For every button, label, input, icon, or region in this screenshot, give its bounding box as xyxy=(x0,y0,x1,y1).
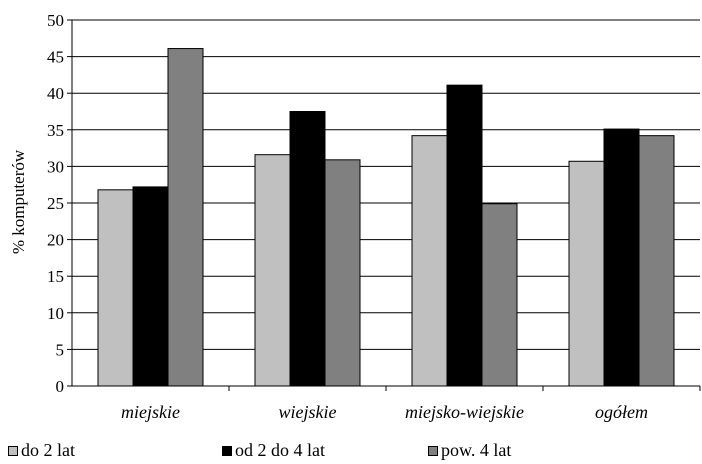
bar-3-2 xyxy=(324,159,361,387)
bar-3-3 xyxy=(481,203,518,387)
bar-2-2 xyxy=(289,111,326,387)
y-tick-label: 40 xyxy=(47,84,64,103)
x-category-label: miejsko-wiejskie xyxy=(405,402,524,422)
bar-1-2 xyxy=(254,154,291,387)
legend-item-2: od 2 do 4 lat xyxy=(222,440,325,461)
y-tick-label: 35 xyxy=(47,121,64,140)
bar-2-3 xyxy=(446,84,483,387)
bar-2-4 xyxy=(603,128,640,387)
x-category-label: ogółem xyxy=(595,402,648,422)
x-category-label: wiejskie xyxy=(279,402,337,422)
y-tick-label: 10 xyxy=(47,304,64,323)
y-tick-label: 0 xyxy=(56,377,65,396)
bars-group xyxy=(97,48,675,387)
y-tick-label: 25 xyxy=(47,194,64,213)
bar-3-4 xyxy=(638,135,675,387)
y-axis-label: % komputerów xyxy=(9,149,28,254)
axes xyxy=(67,19,701,391)
bar-3-1 xyxy=(167,48,204,387)
legend-swatch-1 xyxy=(8,445,18,456)
y-tick-label: 50 xyxy=(47,11,64,30)
bar-1-3 xyxy=(411,135,448,387)
bar-1-1 xyxy=(97,189,134,387)
bar-2-1 xyxy=(132,186,169,387)
legend-label-1: do 2 lat xyxy=(21,440,75,460)
y-tick-label: 5 xyxy=(56,340,65,359)
x-category-label: miejskie xyxy=(121,402,180,422)
y-tick-label: 15 xyxy=(47,267,64,286)
legend-item-1: do 2 lat xyxy=(8,440,75,461)
legend: do 2 lat od 2 do 4 lat pow. 4 lat xyxy=(0,440,702,464)
bar-1-4 xyxy=(568,160,605,387)
legend-swatch-3 xyxy=(428,445,438,456)
legend-item-3: pow. 4 lat xyxy=(428,440,511,461)
y-tick-label: 20 xyxy=(47,231,64,250)
y-tick-label: 30 xyxy=(47,157,64,176)
legend-swatch-2 xyxy=(222,445,232,456)
legend-label-2: od 2 do 4 lat xyxy=(235,440,325,460)
x-category-labels: miejskie wiejskie miejsko-wiejskie ogółem xyxy=(121,402,648,422)
legend-label-3: pow. 4 lat xyxy=(441,440,512,460)
y-tick-labels: 0 5 10 15 20 25 30 35 40 45 50 xyxy=(47,11,64,396)
y-tick-label: 45 xyxy=(47,48,64,67)
